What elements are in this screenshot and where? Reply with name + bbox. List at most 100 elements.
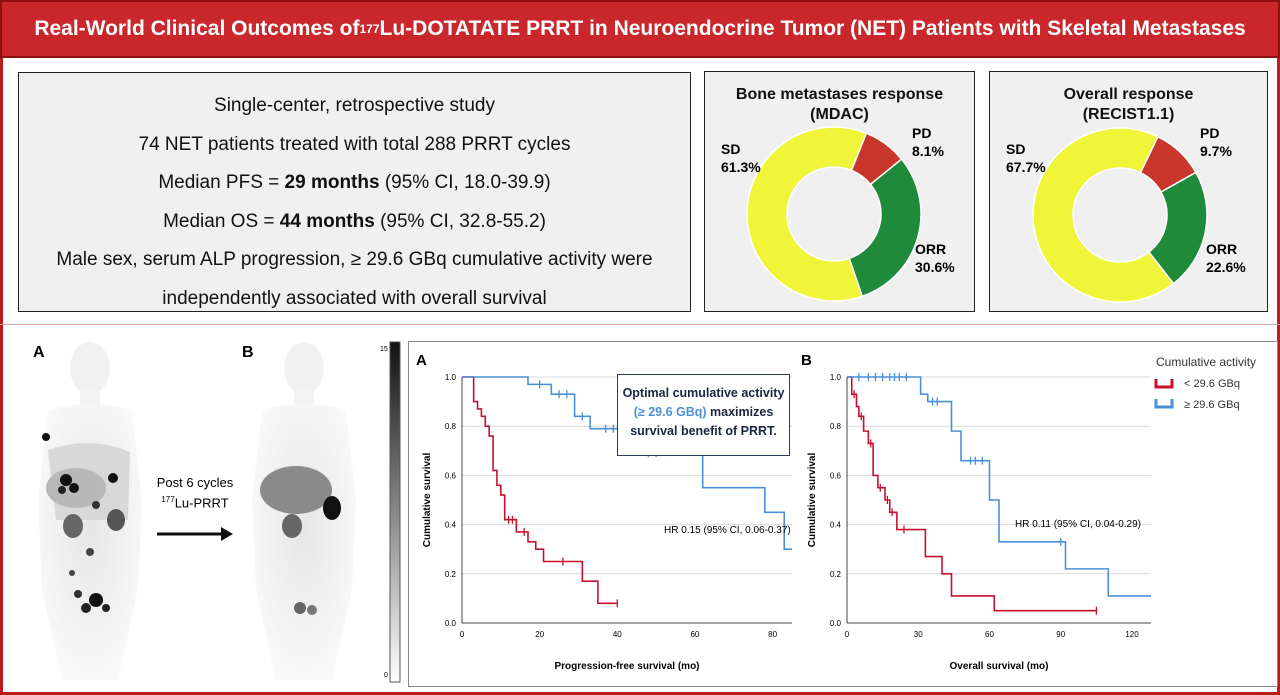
overall-response-donut: PD 9.7% ORR 22.6% SD 67.7%: [1006, 125, 1246, 303]
legend-swatch-high: [1154, 399, 1174, 409]
donut-value-pd: 9.7%: [1200, 143, 1232, 159]
km-ytick-label: 1.0: [445, 373, 457, 382]
km-xtick-label: 80: [768, 630, 777, 639]
km-xtick-label: 20: [535, 630, 544, 639]
overall-response-panel: Overall response (RECIST1.1) PD 9.7% ORR 22.…: [989, 71, 1268, 312]
legend-item-low: < 29.6 GBq: [1184, 378, 1240, 390]
bone-response-title-line1: Bone metastases response: [735, 86, 944, 103]
km-xtick-label: 40: [613, 630, 622, 639]
km-ytick-label: 0.6: [445, 471, 457, 480]
km-x-axis-label: Overall survival (mo): [950, 661, 1049, 672]
pfs-ci: (95% CI, 18.0-39.9): [379, 172, 551, 193]
treatment-arrow-icon: [157, 527, 233, 541]
legend-title: Cumulative activity: [1156, 355, 1257, 369]
km-ytick-label: 0.2: [445, 570, 457, 579]
callout-line3: survival benefit of PRRT.: [630, 424, 777, 438]
km-y-axis-label: Cumulative survival: [422, 453, 433, 548]
donut-value-orr: 22.6%: [1206, 259, 1246, 275]
donut-label-pd: PD: [1200, 125, 1219, 141]
study-line-factors: Male sex, serum ALP progression, ≥ 29.6 …: [56, 249, 653, 270]
pet-label-b: B: [242, 344, 254, 361]
treatment-arrow-label: Post 6 cycles 177Lu-PRRT: [140, 474, 250, 511]
bone-response-panel: Bone metastases response (MDAC) PD 8.1% ORR…: [704, 71, 975, 312]
overall-response-title-line1: Overall response: [1063, 86, 1194, 103]
km-ytick-label: 0.0: [445, 619, 457, 628]
overall-response-title: Overall response (RECIST1.1): [990, 85, 1267, 125]
pet-intensity-scale: [389, 341, 401, 683]
donut-label-pd: PD: [912, 125, 931, 141]
arrow-line1: Post 6 cycles: [156, 475, 234, 490]
bone-response-title: Bone metastases response (MDAC): [705, 85, 974, 125]
callout-line2: (≥ 29.6 GBq) maximizes: [618, 403, 789, 422]
km-y-axis-label: Cumulative survival: [807, 453, 818, 548]
km-xtick-label: 30: [914, 630, 923, 639]
donut-label-orr: ORR: [1206, 241, 1237, 257]
title-prefix: Real-World Clinical Outcomes of: [34, 17, 360, 40]
km-chart-pfs: A 0.0 0.2 0.4 0.6 0.8 1.0 0 20 40 60 80 Progression-…: [416, 352, 792, 672]
donut-slice-sd: [746, 126, 868, 302]
km-hazard-ratio: HR 0.11 (95% CI, 0.04-0.29): [1015, 519, 1141, 530]
km-hazard-ratio: HR 0.15 (95% CI, 0.06-0.37): [664, 525, 791, 536]
os-value: 44 months: [279, 210, 375, 232]
km-panel-label: B: [801, 352, 812, 369]
donut-slice-sd: [1032, 127, 1175, 303]
study-line-factors-cont: independently associated with overall su…: [162, 287, 547, 309]
km-ytick-label: 0.4: [830, 521, 842, 530]
legend-swatch-low: [1154, 379, 1174, 389]
donut-value-sd: 67.7%: [1006, 159, 1046, 175]
title-superscript: 177: [359, 22, 380, 36]
km-xtick-label: 120: [1125, 630, 1139, 639]
study-summary-box: Single-center, retrospective study 74 NE…: [18, 72, 691, 312]
study-line-patients: 74 NET patients treated with total 288 P…: [138, 133, 571, 155]
legend-item-high: ≥ 29.6 GBq: [1184, 399, 1240, 411]
arrow-line2: 177Lu-PRRT: [140, 491, 250, 511]
title-suffix: Lu-DOTATATE PRRT in Neuroendocrine Tumor…: [379, 17, 1246, 40]
legend-swatches: [1154, 379, 1174, 409]
pet-image-before: [38, 342, 142, 680]
os-prefix: Median OS =: [163, 210, 280, 232]
arrow-superscript: 177: [161, 495, 175, 504]
os-ci: (95% CI, 32.8-55.2): [374, 210, 546, 232]
pet-label-a: A: [33, 344, 45, 361]
km-chart-os: B 0.0 0.2 0.4 0.6 0.8 1.0 0 30 60 90 120 Overall sur…: [801, 352, 1151, 672]
km-ytick-label: 0.8: [445, 422, 457, 431]
donut-value-sd: 61.3%: [721, 159, 761, 175]
bone-response-title-line2: (MDAC): [810, 106, 869, 123]
pet-image-after: [252, 342, 356, 680]
scale-max-label: 15: [380, 346, 388, 353]
km-xtick-label: 60: [690, 630, 699, 639]
km-xtick-label: 0: [845, 630, 850, 639]
km-xtick-label: 0: [460, 630, 465, 639]
km-ytick-label: 0.8: [830, 422, 842, 431]
km-ytick-label: 0.0: [830, 619, 842, 628]
callout-highlight: (≥ 29.6 GBq): [633, 405, 707, 419]
study-line-pfs: Median PFS = 29 months (95% CI, 18.0-39.…: [19, 164, 690, 203]
km-xtick-label: 90: [1056, 630, 1065, 639]
donut-value-orr: 30.6%: [915, 259, 955, 275]
section-divider: [0, 324, 1280, 325]
pfs-prefix: Median PFS =: [158, 172, 285, 193]
key-finding-callout: Optimal cumulative activity (≥ 29.6 GBq)…: [617, 374, 790, 456]
km-ytick-label: 1.0: [830, 373, 842, 382]
scale-min-label: 0: [384, 672, 388, 679]
donut-label-orr: ORR: [915, 241, 946, 257]
km-ytick-label: 0.6: [830, 471, 842, 480]
study-line-design: Single-center, retrospective study: [214, 95, 495, 116]
donut-label-sd: SD: [1006, 141, 1025, 157]
km-xtick-label: 60: [985, 630, 994, 639]
donut-slice-orr: [848, 158, 922, 298]
donut-label-sd: SD: [721, 141, 740, 157]
pfs-value: 29 months: [284, 172, 380, 193]
arrow-line2-text: Lu-PRRT: [174, 495, 229, 511]
km-panel-frame: [408, 341, 1278, 687]
km-ytick-label: 0.4: [445, 521, 457, 530]
bone-response-donut: PD 8.1% ORR 30.6% SD 61.3%: [721, 125, 955, 302]
overall-response-title-line2: (RECIST1.1): [1082, 106, 1175, 123]
callout-line1: Optimal cumulative activity: [622, 386, 785, 400]
km-panel-label: A: [416, 352, 427, 369]
donut-value-pd: 8.1%: [912, 143, 944, 159]
figure-title: Real-World Clinical Outcomes of 177 Lu-DO…: [0, 0, 1280, 58]
km-series-high: [847, 376, 1151, 597]
callout-line2-rest: maximizes: [706, 405, 774, 419]
km-series-low: [847, 376, 1097, 612]
